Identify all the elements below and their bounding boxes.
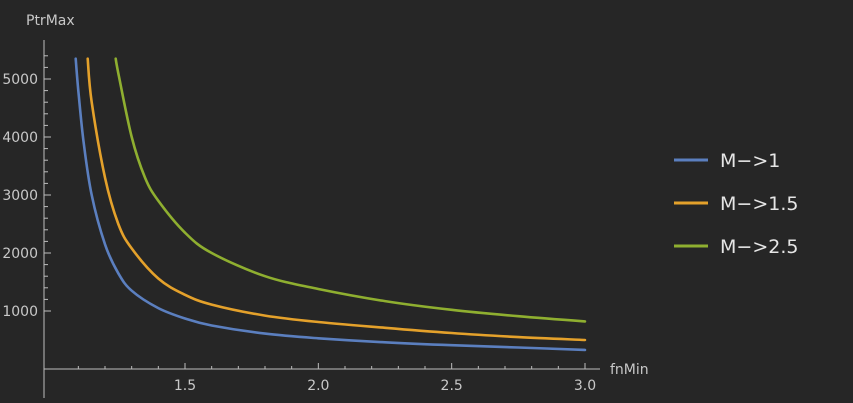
- series-group: [74, 57, 587, 352]
- x-tick-label: 1.5: [174, 378, 196, 394]
- series-line-2: [86, 57, 587, 342]
- legend-label-1: M−>1: [720, 150, 780, 172]
- series-line-3: [114, 57, 587, 323]
- x-ticks: 1.5 2.0 2.5 3.0: [77, 363, 596, 394]
- legend-label-2: M−>1.5: [720, 193, 798, 215]
- x-tick-label: 2.5: [441, 378, 463, 394]
- series-line-1: [74, 57, 587, 352]
- x-tick-label: 3.0: [574, 378, 596, 394]
- y-tick-label: 2000: [2, 246, 38, 262]
- x-axis-title: fnMin: [610, 362, 649, 378]
- y-tick-label: 1000: [2, 304, 38, 320]
- x-tick-label: 2.0: [307, 378, 329, 394]
- y-axis-title: PtrMax: [26, 13, 75, 29]
- y-ticks: 1000 2000 3000 4000 5000: [2, 55, 51, 320]
- y-tick-label: 3000: [2, 188, 38, 204]
- y-tick-label: 5000: [2, 72, 38, 88]
- y-tick-label: 4000: [2, 130, 38, 146]
- legend-label-3: M−>2.5: [720, 236, 798, 258]
- legend: M−>1 M−>1.5 M−>2.5: [674, 150, 798, 258]
- axes: [43, 40, 600, 398]
